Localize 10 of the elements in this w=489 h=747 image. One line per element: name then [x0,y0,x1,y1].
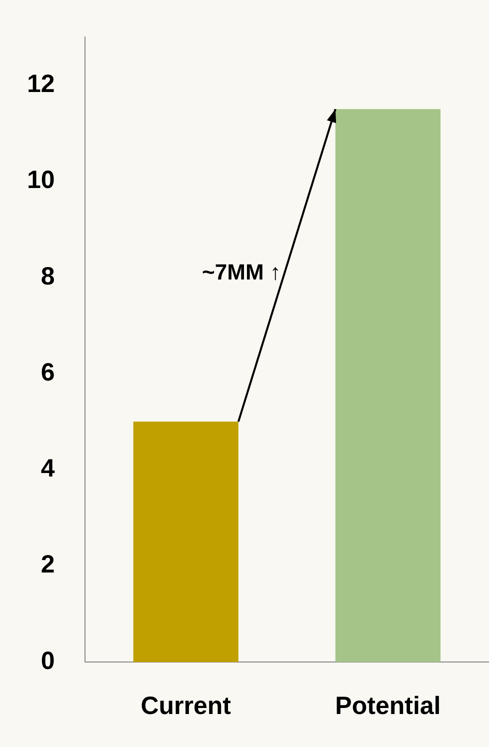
y-tick-label: 8 [40,262,55,290]
y-tick-label: 0 [40,646,55,675]
x-tick-label: Current [140,692,232,720]
y-tick-label: 2 [40,550,55,579]
y-tick-label: 10 [26,166,55,194]
y-tick-label: 6 [40,358,55,386]
x-tick-label: Potential [335,692,441,720]
y-tick-label: 12 [26,70,55,98]
annotation: ~7MM ↑ [202,259,281,284]
y-tick-label: 4 [40,454,55,483]
